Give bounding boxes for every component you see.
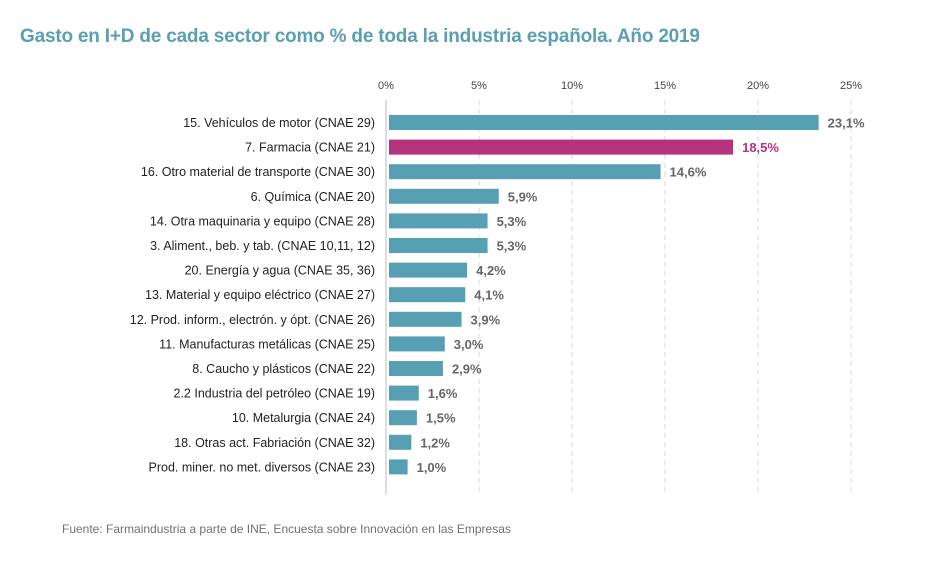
x-tick-label: 5% [471,80,487,92]
category-label: 10. Metalurgia (CNAE 24) [232,411,375,425]
bar [389,311,462,327]
category-label: 16. Otro material de transporte (CNAE 30… [141,165,375,179]
value-label: 5,3% [497,239,527,254]
value-label: 2,9% [452,362,482,377]
bar [389,361,443,376]
category-label: 11. Manufacturas metálicas (CNAE 25) [159,337,375,351]
category-label: 12. Prod. inform., electrón. y ópt. (CNA… [130,313,375,327]
bar [389,434,412,450]
category-label: 2.2 Industria del petróleo (CNAE 19) [174,387,376,401]
category-label: 8. Caucho y plásticos (CNAE 22) [192,362,375,376]
category-label: Prod. miner. no met. diversos (CNAE 23) [149,460,375,474]
bar [389,336,445,352]
bar [389,115,819,130]
value-label: 3,9% [471,312,501,327]
x-tick-label: 10% [561,80,583,92]
category-label: 3. Aliment., beb. y tab. (CNAE 10,11, 12… [150,239,375,253]
value-label: 1,2% [420,435,450,450]
category-label: 7. Farmacia (CNAE 21) [245,141,375,155]
bar [389,385,419,401]
x-tick-label: 25% [840,80,862,92]
chart-title: Gasto en I+D de cada sector como % de to… [20,26,700,47]
category-label: 6. Química (CNAE 20) [251,190,375,204]
bar [389,213,488,229]
bar [389,287,466,303]
bar [389,238,488,253]
source-note: Fuente: Farmaindustria a parte de INE, E… [62,522,511,536]
category-label: 18. Otras act. Fabriación (CNAE 32) [174,436,375,450]
value-label: 5,3% [497,214,527,229]
value-label: 5,9% [508,189,538,204]
category-label: 13. Material y equipo eléctrico (CNAE 27… [145,288,375,302]
value-label: 4,2% [476,263,506,278]
value-label: 1,6% [428,386,458,401]
bar [389,262,468,278]
value-label: 1,5% [426,411,456,426]
x-tick-label: 15% [654,80,676,92]
x-tick-label: 0% [378,80,394,92]
bar [389,139,734,155]
value-label: 3,0% [454,337,484,352]
value-label: 14,6% [670,165,707,180]
value-label: 23,1% [828,116,865,131]
category-label: 20. Energía y agua (CNAE 35, 36) [185,264,375,278]
bar [389,164,661,180]
x-tick-label: 20% [747,80,769,92]
category-label: 14. Otra maquinaria y equipo (CNAE 28) [150,214,375,228]
bar [389,410,417,426]
value-label: 1,0% [417,460,447,475]
bar [389,459,408,475]
bar [389,188,499,204]
value-label: 18,5% [742,140,779,155]
category-label: 15. Vehículos de motor (CNAE 29) [183,116,375,130]
value-label: 4,1% [474,288,504,303]
